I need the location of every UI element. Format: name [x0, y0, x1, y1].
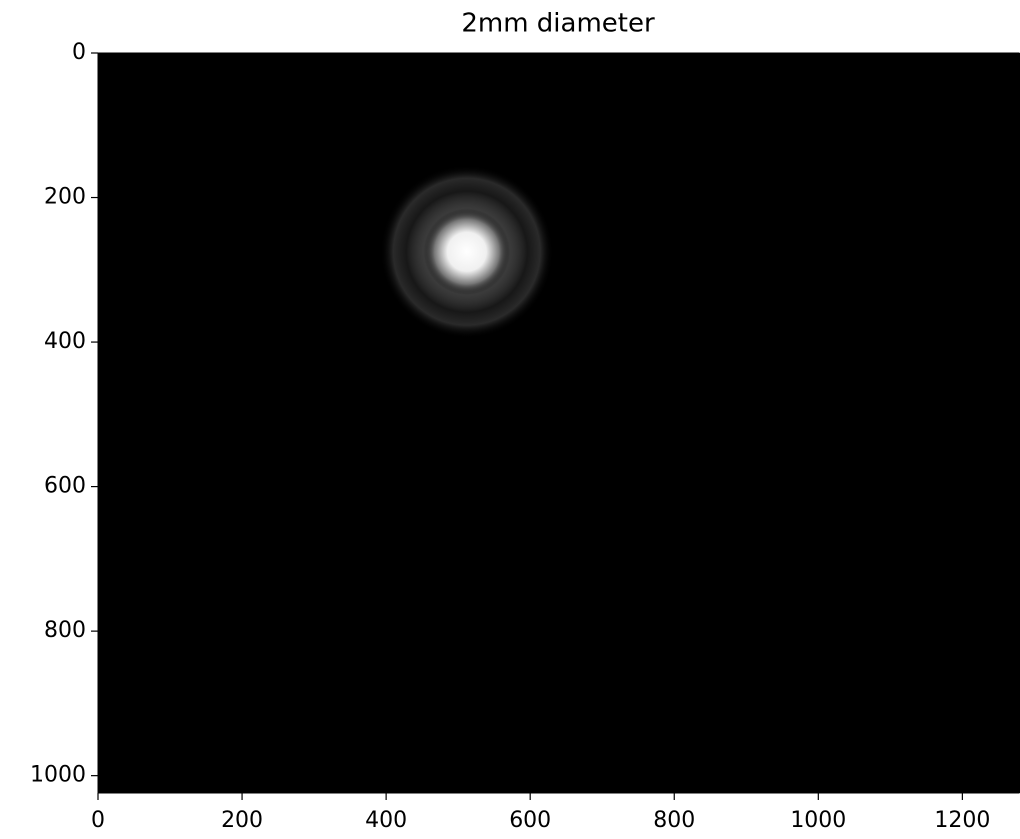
- chart: 2mm diameter 0 200 400 600 800 1000 1200 0 200 40…: [0, 0, 1020, 839]
- x-tick-label: 400: [365, 808, 407, 833]
- image-area: [98, 53, 1020, 793]
- y-tick-label: 1000: [30, 763, 86, 788]
- chart-title: 2mm diameter: [461, 9, 655, 39]
- y-tick-label: 800: [44, 618, 86, 643]
- x-tick-label: 1000: [790, 808, 846, 833]
- x-tick-label: 200: [221, 808, 263, 833]
- page: 2mm diameter 0 200 400 600 800 1000 1200 0 200 40…: [0, 0, 1020, 839]
- x-tick-label: 600: [509, 808, 551, 833]
- y-tick-label: 600: [44, 474, 86, 499]
- spot: [424, 209, 510, 295]
- x-tick-label: 0: [91, 808, 105, 833]
- x-tick-label: 1200: [934, 808, 990, 833]
- y-tick-label: 0: [72, 40, 86, 65]
- y-tick-label: 400: [44, 329, 86, 354]
- image-background: [98, 53, 1020, 793]
- x-tick-label: 800: [653, 808, 695, 833]
- y-tick-label: 200: [44, 185, 86, 210]
